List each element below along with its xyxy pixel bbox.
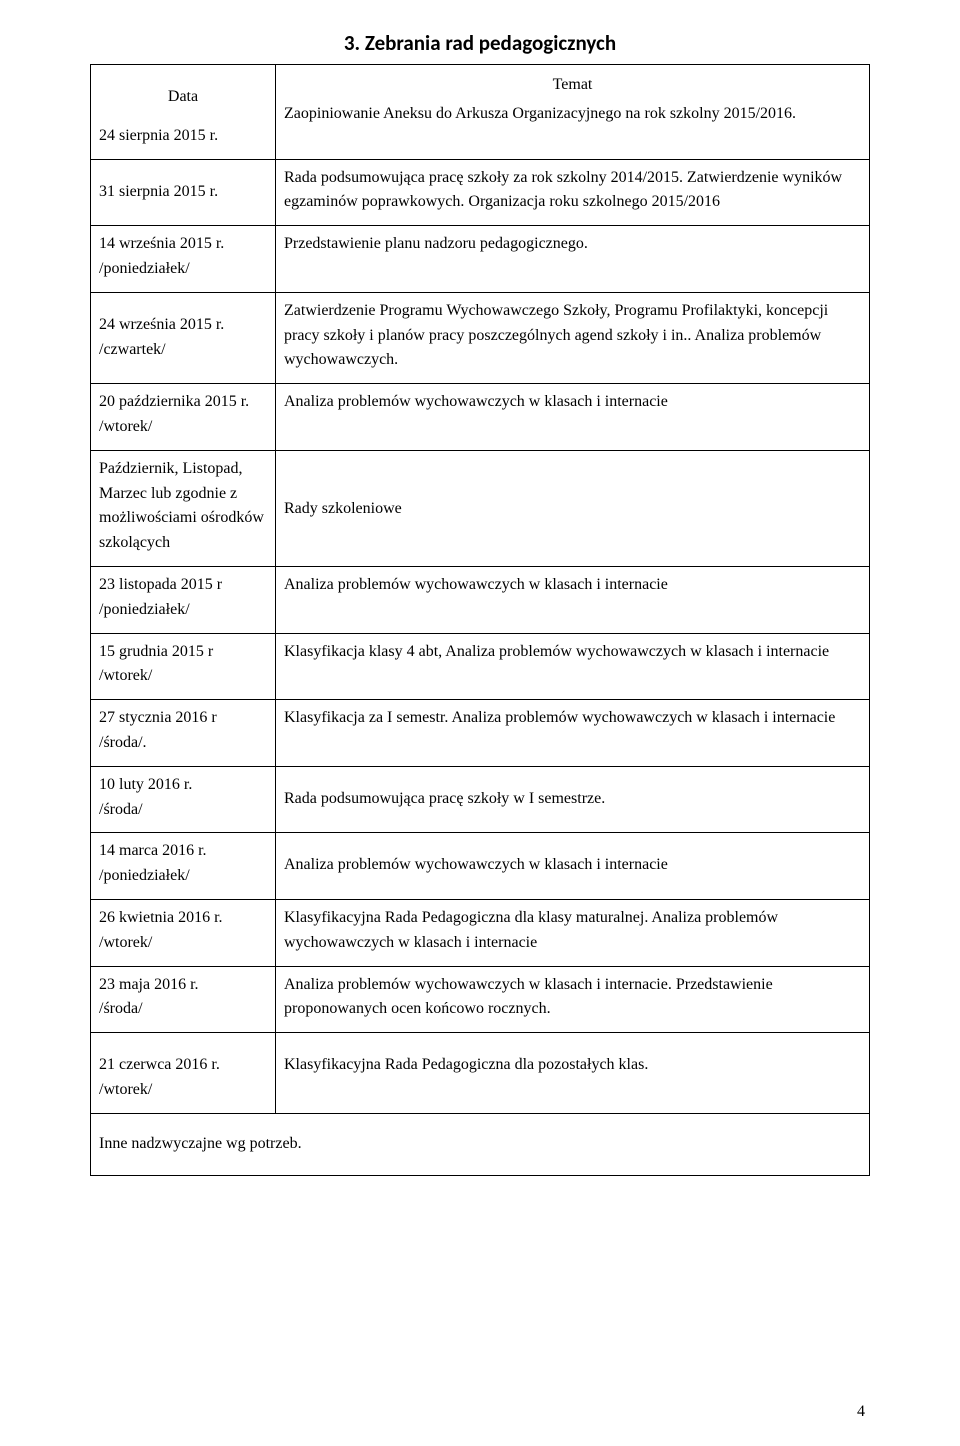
topic-text: Zatwierdzenie Programu Wychowawczego Szk… (284, 299, 861, 373)
date-text: Październik, Listopad, Marzec lub zgodni… (99, 457, 267, 556)
topic-cell: Rada podsumowująca pracę szkoły za rok s… (276, 159, 870, 226)
topic-text: Analiza problemów wychowawczych w klasac… (284, 573, 861, 598)
date-text: 24 września 2015 r. /czwartek/ (99, 313, 267, 363)
date-text: 10 luty 2016 r. /środa/ (99, 773, 267, 823)
date-cell: 10 luty 2016 r. /środa/ (91, 766, 276, 833)
date-cell: 26 kwietnia 2016 r. /wtorek/ (91, 899, 276, 966)
table-row: 23 listopada 2015 r /poniedziałek/ Anali… (91, 566, 870, 633)
topic-cell: Klasyfikacyjna Rada Pedagogiczna dla poz… (276, 1033, 870, 1114)
date-cell: 23 maja 2016 r. /środa/ (91, 966, 276, 1033)
table-row: 23 maja 2016 r. /środa/ Analiza problemó… (91, 966, 870, 1033)
topic-cell: Analiza problemów wychowawczych w klasac… (276, 833, 870, 900)
date-cell: 21 czerwca 2016 r. /wtorek/ (91, 1033, 276, 1114)
topic-text: Klasyfikacja klasy 4 abt, Analiza proble… (284, 640, 861, 665)
date-text: 20 października 2015 r. /wtorek/ (99, 390, 267, 440)
topic-text: Rada podsumowująca pracę szkoły w I seme… (284, 787, 861, 812)
date-cell: Październik, Listopad, Marzec lub zgodni… (91, 450, 276, 566)
date-cell: 24 września 2015 r. /czwartek/ (91, 292, 276, 383)
table-row: 21 czerwca 2016 r. /wtorek/ Klasyfikacyj… (91, 1033, 870, 1114)
temat-header-label: Temat (284, 71, 861, 102)
topic-cell: Analiza problemów wychowawczych w klasac… (276, 384, 870, 451)
date-text: 23 maja 2016 r. /środa/ (99, 973, 267, 1023)
topic-cell: Przedstawienie planu nadzoru pedagogiczn… (276, 226, 870, 293)
footer-text: Inne nadzwyczajne wg potrzeb. (99, 1132, 861, 1157)
date-text: 27 stycznia 2016 r /środa/. (99, 706, 267, 756)
topic-text: Klasyfikacyjna Rada Pedagogiczna dla poz… (284, 1053, 861, 1078)
table-row: 20 października 2015 r. /wtorek/ Analiza… (91, 384, 870, 451)
table-row: Data 24 sierpnia 2015 r. Temat Zaopiniow… (91, 65, 870, 160)
meetings-table: Data 24 sierpnia 2015 r. Temat Zaopiniow… (90, 64, 870, 1176)
date-cell: 31 sierpnia 2015 r. (91, 159, 276, 226)
topic-text: Zaopiniowanie Aneksu do Arkusza Organiza… (284, 102, 861, 127)
table-row: 14 marca 2016 r. /poniedziałek/ Analiza … (91, 833, 870, 900)
topic-text: Rady szkoleniowe (284, 497, 861, 522)
date-cell: 20 października 2015 r. /wtorek/ (91, 384, 276, 451)
topic-text: Klasyfikacja za I semestr. Analiza probl… (284, 706, 861, 731)
data-header-label: Data (99, 85, 267, 110)
topic-cell: Rada podsumowująca pracę szkoły w I seme… (276, 766, 870, 833)
table-row: Inne nadzwyczajne wg potrzeb. (91, 1113, 870, 1175)
table-row: 31 sierpnia 2015 r. Rada podsumowująca p… (91, 159, 870, 226)
date-cell: 14 marca 2016 r. /poniedziałek/ (91, 833, 276, 900)
table-row: 10 luty 2016 r. /środa/ Rada podsumowują… (91, 766, 870, 833)
topic-text: Rada podsumowująca pracę szkoły za rok s… (284, 166, 861, 216)
topic-cell: Analiza problemów wychowawczych w klasac… (276, 566, 870, 633)
topic-cell: Temat Zaopiniowanie Aneksu do Arkusza Or… (276, 65, 870, 160)
date-cell: 27 stycznia 2016 r /środa/. (91, 700, 276, 767)
topic-cell: Analiza problemów wychowawczych w klasac… (276, 966, 870, 1033)
topic-cell: Klasyfikacja za I semestr. Analiza probl… (276, 700, 870, 767)
table-row: 27 stycznia 2016 r /środa/. Klasyfikacja… (91, 700, 870, 767)
date-cell: 15 grudnia 2015 r /wtorek/ (91, 633, 276, 700)
date-text: 21 czerwca 2016 r. /wtorek/ (99, 1053, 267, 1103)
date-text: 14 września 2015 r. /poniedziałek/ (99, 232, 267, 282)
footer-row: Inne nadzwyczajne wg potrzeb. (91, 1113, 870, 1175)
date-text: 31 sierpnia 2015 r. (99, 180, 267, 205)
date-cell: 23 listopada 2015 r /poniedziałek/ (91, 566, 276, 633)
section-title: 3. Zebrania rad pedagogicznych (90, 30, 870, 56)
topic-text: Klasyfikacyjna Rada Pedagogiczna dla kla… (284, 906, 861, 956)
table-row: 14 września 2015 r. /poniedziałek/ Przed… (91, 226, 870, 293)
table-row: 15 grudnia 2015 r /wtorek/ Klasyfikacja … (91, 633, 870, 700)
date-text: 14 marca 2016 r. /poniedziałek/ (99, 839, 267, 889)
table-row: Październik, Listopad, Marzec lub zgodni… (91, 450, 870, 566)
date-text: 24 sierpnia 2015 r. (99, 124, 267, 149)
topic-text: Przedstawienie planu nadzoru pedagogiczn… (284, 232, 861, 257)
topic-text: Analiza problemów wychowawczych w klasac… (284, 853, 861, 878)
topic-cell: Klasyfikacyjna Rada Pedagogiczna dla kla… (276, 899, 870, 966)
page: 3. Zebrania rad pedagogicznych Data 24 s… (0, 0, 960, 1446)
table-row: 26 kwietnia 2016 r. /wtorek/ Klasyfikacy… (91, 899, 870, 966)
topic-text: Analiza problemów wychowawczych w klasac… (284, 973, 861, 1023)
date-text: 15 grudnia 2015 r /wtorek/ (99, 640, 267, 690)
date-text: 23 listopada 2015 r /poniedziałek/ (99, 573, 267, 623)
topic-text: Analiza problemów wychowawczych w klasac… (284, 390, 861, 415)
page-number: 4 (857, 1403, 865, 1421)
table-row: 24 września 2015 r. /czwartek/ Zatwierdz… (91, 292, 870, 383)
topic-cell: Klasyfikacja klasy 4 abt, Analiza proble… (276, 633, 870, 700)
date-text: 26 kwietnia 2016 r. /wtorek/ (99, 906, 267, 956)
date-cell: Data 24 sierpnia 2015 r. (91, 65, 276, 160)
date-cell: 14 września 2015 r. /poniedziałek/ (91, 226, 276, 293)
topic-cell: Rady szkoleniowe (276, 450, 870, 566)
topic-cell: Zatwierdzenie Programu Wychowawczego Szk… (276, 292, 870, 383)
